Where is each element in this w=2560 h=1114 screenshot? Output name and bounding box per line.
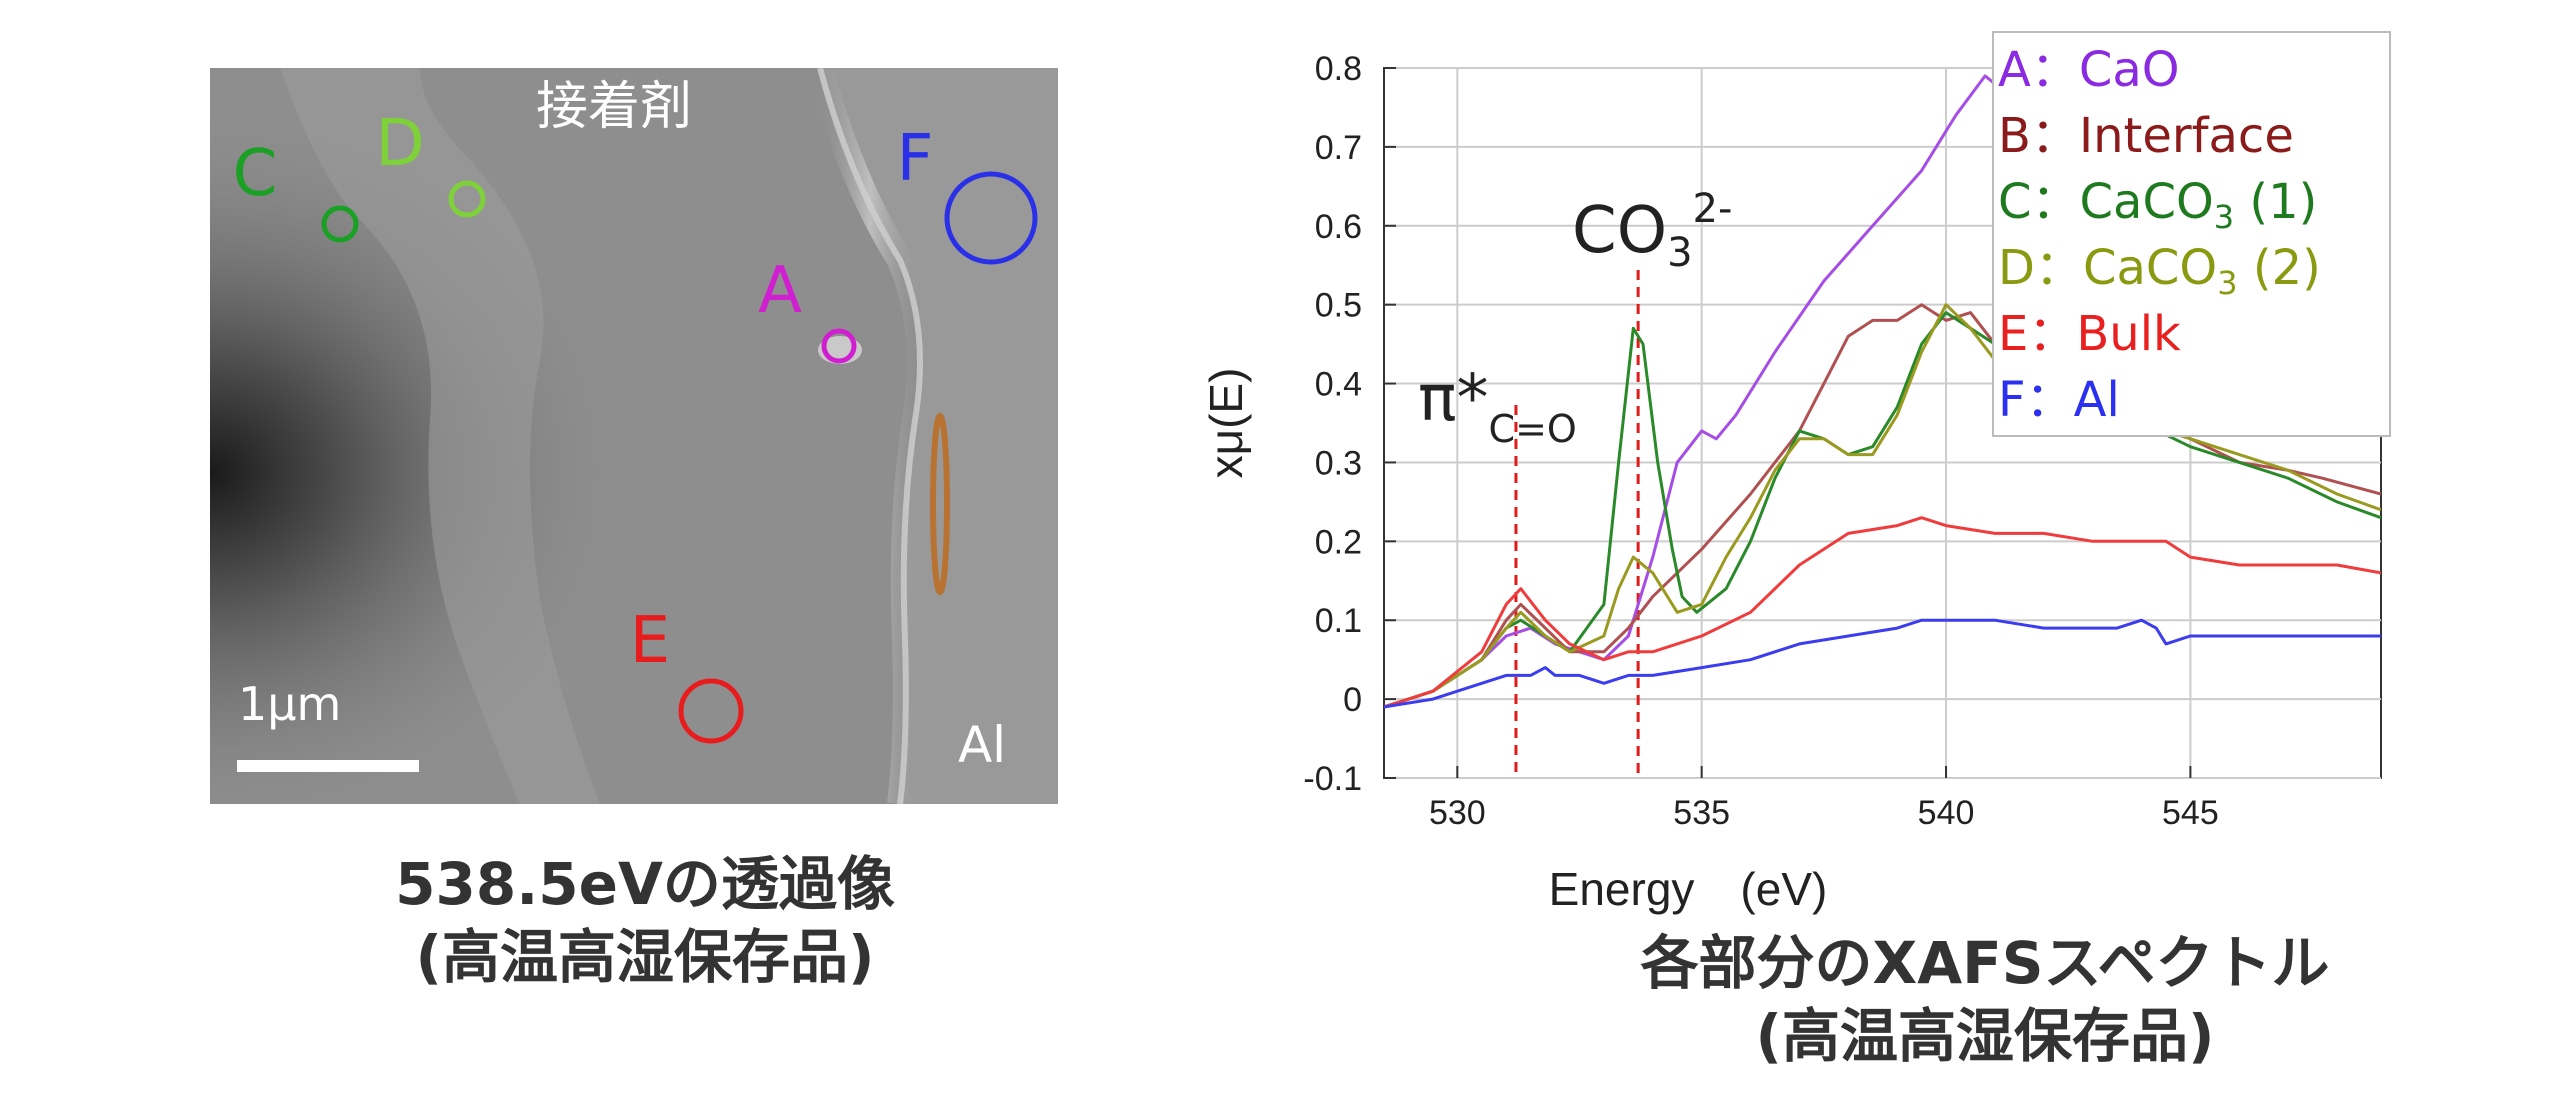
right-caption: 各部分のXAFSスペクトル (高温高湿保存品) xyxy=(1410,927,2560,1072)
right-caption-line2: (高温高湿保存品) xyxy=(1755,1001,2215,1070)
y-tick-label: 0.8 xyxy=(1315,50,1362,88)
region-label-al: Al xyxy=(958,716,1006,774)
pi-star-text: π* xyxy=(1418,362,1489,436)
marker-label-c: C xyxy=(233,137,278,211)
legend-suffix: (1) xyxy=(2234,174,2317,230)
marker-label-a: A xyxy=(758,254,802,328)
legend-text: CaO xyxy=(2079,42,2180,98)
interface-line xyxy=(817,68,923,804)
y-axis-label: xμ(E) xyxy=(1200,368,1252,479)
marker-circle-a xyxy=(821,328,857,364)
pi-star-label: π*C=O xyxy=(1418,362,1577,451)
micrograph-texture xyxy=(280,68,600,804)
y-tick-label: 0.5 xyxy=(1315,287,1362,325)
legend-separator: ： xyxy=(2035,240,2083,296)
legend-text: Bulk xyxy=(2076,306,2181,362)
legend-separator: ： xyxy=(2032,174,2080,230)
series-line xyxy=(1384,516,2381,709)
y-axis-ticks: -0.1 0 0.1 0.2 0.3 0.4 0.5 0.6 0.7 0.8 xyxy=(1303,50,1396,798)
legend-text: Al xyxy=(2074,372,2120,428)
legend-letter: F xyxy=(1998,372,2026,428)
pi-star-subscript: C=O xyxy=(1489,407,1577,451)
micrograph-panel: 接着剤 Al 1μm C D A F E xyxy=(210,68,1058,804)
right-caption-line1: 各部分のXAFSスペクトル xyxy=(1640,929,2330,997)
legend-letter: E xyxy=(1998,306,2028,362)
y-tick-label: 0.3 xyxy=(1315,444,1362,482)
scale-bar-label: 1μm xyxy=(238,677,341,731)
marker-circle-c xyxy=(321,205,359,243)
y-tick-label: 0.6 xyxy=(1315,208,1362,246)
region-label-adhesive: 接着剤 xyxy=(536,77,692,137)
y-tick-label: -0.1 xyxy=(1303,760,1362,798)
legend-suffix: (2) xyxy=(2238,240,2321,296)
left-caption-line2: (高温高湿保存品) xyxy=(415,922,875,991)
legend-letter: B xyxy=(1998,108,2031,164)
legend-entry: F：Al xyxy=(1998,372,2120,428)
left-caption: 538.5eVの透過像 (高温高湿保存品) xyxy=(205,848,1085,993)
y-tick-label: 0.2 xyxy=(1315,523,1362,561)
legend-entry: A：CaO xyxy=(1998,42,2180,98)
legend-text: CaCO xyxy=(2080,174,2214,230)
reference-lines xyxy=(1514,270,1640,778)
scale-bar xyxy=(237,760,419,772)
marker-circle-d xyxy=(448,180,486,218)
y-tick-label: 0.7 xyxy=(1315,129,1362,167)
carbonate-subscript: 3 xyxy=(1667,230,1692,276)
y-tick-label: 0 xyxy=(1343,681,1362,719)
legend-entry: B：Interface xyxy=(1998,108,2294,164)
marker-label-f: F xyxy=(897,122,934,196)
legend-separator: ： xyxy=(2031,42,2079,98)
marker-circle-f xyxy=(944,171,1038,265)
series-line xyxy=(1384,618,2381,709)
aluminum-region xyxy=(820,68,1058,804)
legend-entry: D：CaCO3 (2) xyxy=(1998,240,2321,302)
legend-subscript: 3 xyxy=(2214,198,2234,236)
legend-text: CaCO xyxy=(2083,240,2217,296)
legend-text: Interface xyxy=(2079,108,2294,164)
marker-label-d: D xyxy=(375,107,424,181)
x-tick-label: 545 xyxy=(2162,794,2219,832)
legend-entry: C：CaCO3 (1) xyxy=(1998,174,2317,236)
legend-separator: ： xyxy=(2031,108,2079,164)
y-tick-label: 0.4 xyxy=(1315,366,1362,404)
carbonate-text: CO xyxy=(1572,194,1667,268)
x-axis-label: Energy (eV) xyxy=(1549,863,1828,915)
x-tick-label: 535 xyxy=(1673,794,1730,832)
legend-letter: A xyxy=(1998,42,2031,98)
legend-subscript: 3 xyxy=(2217,264,2237,302)
interface-marker-ellipse xyxy=(930,413,950,595)
carbonate-superscript: 2- xyxy=(1693,186,1733,232)
marker-label-e: E xyxy=(630,604,670,678)
x-tick-label: 540 xyxy=(1918,794,1975,832)
left-caption-line1: 538.5eVの透過像 xyxy=(395,850,895,918)
x-axis-ticks: 530 535 540 545 xyxy=(1429,766,2219,832)
legend-separator: ： xyxy=(2028,306,2076,362)
series-line xyxy=(1384,74,2045,709)
legend-separator: ： xyxy=(2026,372,2074,428)
marker-circle-e xyxy=(678,678,744,744)
legend-letter: D xyxy=(1998,240,2035,296)
y-tick-label: 0.1 xyxy=(1315,602,1362,640)
x-tick-label: 530 xyxy=(1429,794,1486,832)
legend-entry: E：Bulk xyxy=(1998,306,2181,362)
xafs-chart: 530 535 540 545 -0.1 0 0.1 0.2 0.3 0.4 0.5 0.6 0.7 0… xyxy=(1200,31,2391,915)
carbonate-label: CO32- xyxy=(1572,186,1732,276)
legend-box xyxy=(1992,31,2391,437)
legend-letter: C xyxy=(1998,174,2032,230)
